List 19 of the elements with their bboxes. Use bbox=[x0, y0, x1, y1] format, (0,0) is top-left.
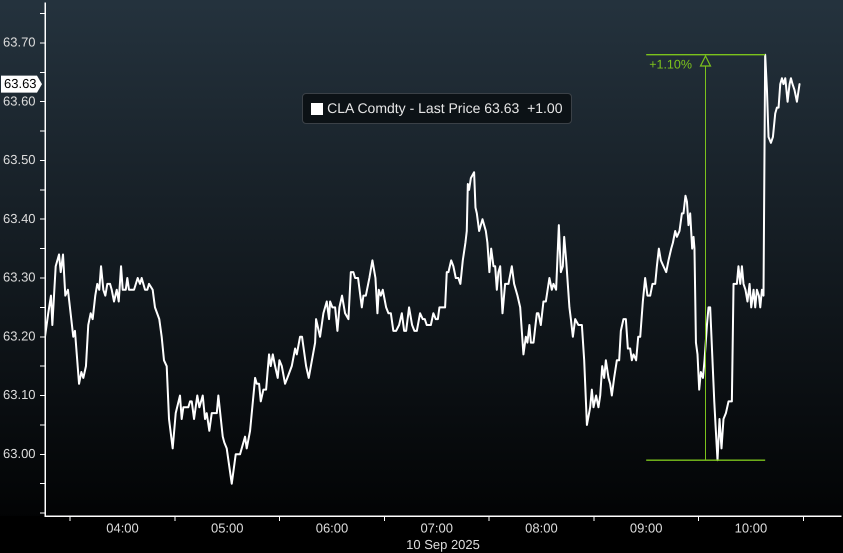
y-tick-label: 63.50 bbox=[3, 152, 36, 168]
y-tick-label: 63.30 bbox=[3, 270, 36, 285]
x-axis-title: 10 Sep 2025 bbox=[406, 536, 480, 552]
x-tick-label: 08:00 bbox=[525, 520, 558, 536]
x-tick-label: 04:00 bbox=[106, 520, 139, 536]
x-tick-label: 10:00 bbox=[734, 520, 768, 536]
y-tick-label: 63.20 bbox=[3, 328, 36, 344]
annotation: 63.63 bbox=[4, 76, 37, 92]
x-tick-label: 09:00 bbox=[630, 520, 662, 536]
y-tick-label: 63.70 bbox=[3, 34, 36, 50]
annotation: +1.10% bbox=[649, 57, 692, 72]
legend-label: CLA Comdty - Last Price 63.63 +1.00 bbox=[327, 100, 562, 117]
x-tick-label: 05:00 bbox=[210, 520, 244, 536]
y-tick-label: 63.10 bbox=[3, 387, 36, 402]
y-tick-label: 63.60 bbox=[3, 93, 36, 108]
x-tick-label: 06:00 bbox=[316, 520, 348, 536]
y-tick-label: 63.00 bbox=[3, 446, 36, 461]
x-tick-label: 07:00 bbox=[420, 520, 453, 536]
y-tick-label: 63.40 bbox=[3, 210, 36, 226]
